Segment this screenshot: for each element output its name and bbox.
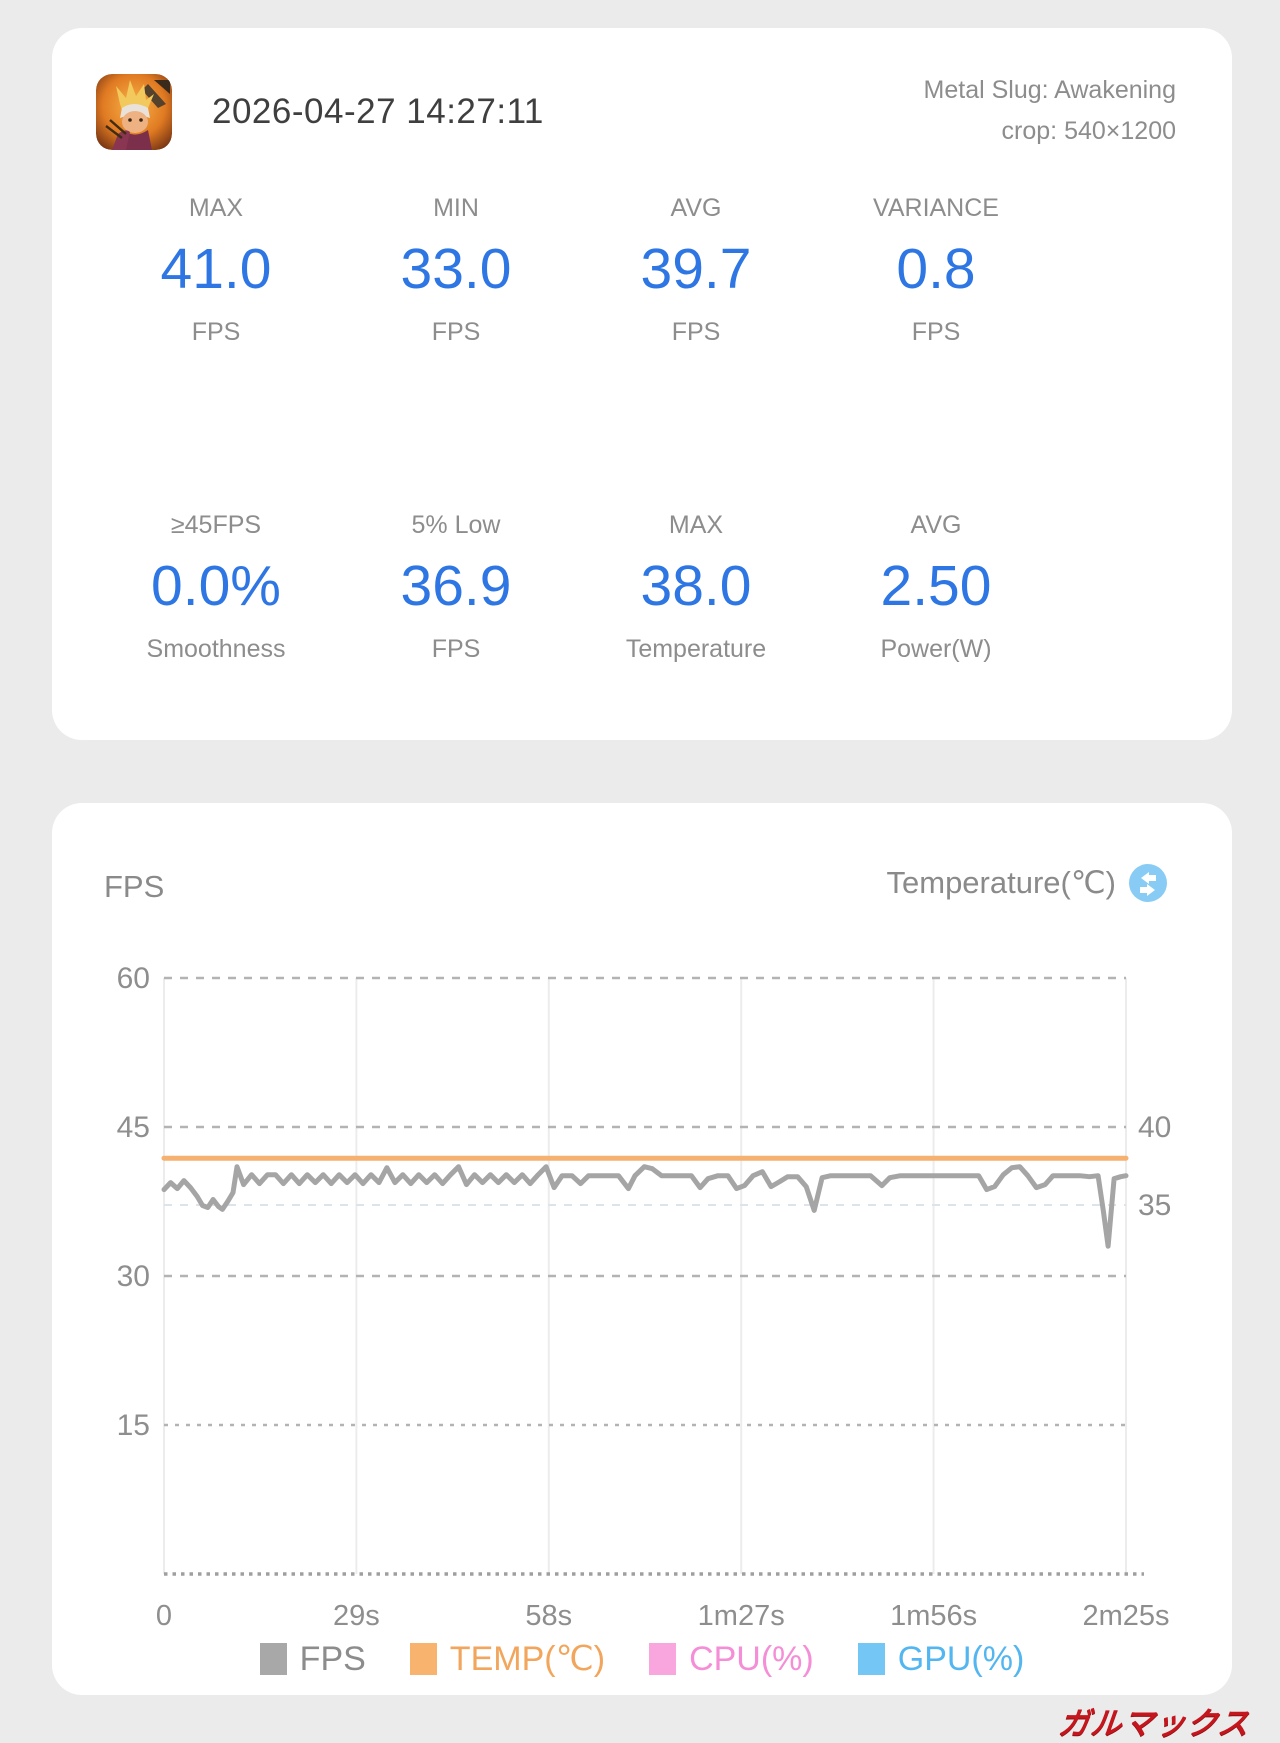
stat-max-temperature: MAX 38.0 Temperature <box>576 510 816 664</box>
svg-text:1m27s: 1m27s <box>698 1600 785 1632</box>
svg-text:15: 15 <box>117 1409 150 1442</box>
svg-text:0: 0 <box>156 1600 172 1632</box>
chart-left-axis-title: FPS <box>104 869 165 904</box>
stat-unit: FPS <box>191 318 241 346</box>
legend-swatch-gpu <box>857 1643 885 1675</box>
capture-datetime: 2026-04-27 14:27:11 <box>212 92 544 131</box>
stat-value: 38.0 <box>640 554 752 618</box>
stat-unit: Smoothness <box>146 635 286 663</box>
svg-text:60: 60 <box>117 962 150 995</box>
stat-unit: FPS <box>431 635 481 663</box>
stat-value: 39.7 <box>640 237 752 301</box>
stat-avg-fps: AVG 39.7 FPS <box>576 193 816 347</box>
stat-label: ≥45FPS <box>170 511 262 539</box>
chart-legend: FPS TEMP(℃) CPU(%) GPU(%) <box>52 1639 1232 1679</box>
app-icon-art <box>96 74 172 150</box>
svg-text:29s: 29s <box>333 1600 380 1632</box>
stat-label: AVG <box>670 194 722 222</box>
stat-variance-fps: VARIANCE 0.8 FPS <box>816 193 1056 347</box>
legend-item-gpu[interactable]: GPU(%) <box>857 1639 1025 1679</box>
stat-min-fps: MIN 33.0 FPS <box>336 193 576 347</box>
legend-label-gpu: GPU(%) <box>897 1639 1025 1678</box>
stat-label: MAX <box>668 511 724 539</box>
stat-unit: Temperature <box>625 635 767 663</box>
stat-label: VARIANCE <box>873 194 999 222</box>
chart-card: FPS Temperature(℃) 60 45 30 15 40 35 0 29s 58s 1m… <box>52 803 1232 1695</box>
svg-text:2m25s: 2m25s <box>1082 1600 1169 1632</box>
svg-text:58s: 58s <box>525 1600 572 1632</box>
swap-axis-button[interactable] <box>1128 863 1168 903</box>
chart-right-axis-title: Temperature(℃) <box>886 865 1117 900</box>
stat-unit: FPS <box>671 318 721 346</box>
stat-value: 33.0 <box>400 237 512 301</box>
stats-row-2: ≥45FPS 0.0% Smoothness 5% Low 36.9 FPS M… <box>96 510 1056 664</box>
stat-label: AVG <box>910 511 962 539</box>
stat-value: 2.50 <box>880 554 992 618</box>
legend-swatch-fps <box>259 1643 287 1675</box>
stats-row-1: MAX 41.0 FPS MIN 33.0 FPS AVG 39.7 FPS V… <box>96 193 1056 347</box>
legend-item-fps[interactable]: FPS <box>259 1639 366 1679</box>
stat-unit: FPS <box>431 318 481 346</box>
legend-swatch-cpu <box>649 1643 677 1675</box>
summary-card: 2026-04-27 14:27:11 Metal Slug: Awakenin… <box>52 28 1232 740</box>
stat-max-fps: MAX 41.0 FPS <box>96 193 336 347</box>
stat-value: 41.0 <box>160 237 272 301</box>
swap-axis-icon <box>1129 864 1167 902</box>
stat-smoothness: ≥45FPS 0.0% Smoothness <box>96 510 336 664</box>
summary-header: 2026-04-27 14:27:11 <box>96 74 1176 150</box>
legend-label-cpu: CPU(%) <box>689 1639 814 1678</box>
legend-swatch-temp <box>409 1643 437 1675</box>
crop-info: crop: 540×1200 <box>1001 117 1176 145</box>
stat-label: MIN <box>433 194 479 222</box>
stat-unit: FPS <box>911 318 961 346</box>
metal-slug-awakening-app-icon <box>96 74 172 150</box>
stat-value: 0.8 <box>896 237 976 301</box>
app-meta: Metal Slug: Awakening crop: 540×1200 <box>924 70 1176 152</box>
legend-label-fps: FPS <box>299 1639 366 1678</box>
stat-unit: Power(W) <box>880 635 992 663</box>
stat-avg-power: AVG 2.50 Power(W) <box>816 510 1056 664</box>
app-name: Metal Slug: Awakening <box>923 76 1176 104</box>
svg-text:35: 35 <box>1138 1189 1171 1222</box>
svg-text:45: 45 <box>117 1111 150 1144</box>
garumax-watermark: ガルマックス <box>1056 1706 1252 1741</box>
legend-label-temp: TEMP(℃) <box>449 1640 606 1678</box>
performance-chart: 60 45 30 15 40 35 0 29s 58s 1m27s 1m56s 2m25s <box>117 962 1172 1632</box>
stat-value: 36.9 <box>400 554 512 618</box>
stat-label: 5% Low <box>411 511 501 539</box>
svg-text:30: 30 <box>117 1260 150 1293</box>
stat-label: MAX <box>188 194 244 222</box>
legend-item-temp[interactable]: TEMP(℃) <box>409 1639 606 1679</box>
svg-text:40: 40 <box>1138 1111 1171 1144</box>
legend-item-cpu[interactable]: CPU(%) <box>649 1640 814 1679</box>
stat-5pct-low-fps: 5% Low 36.9 FPS <box>336 510 576 664</box>
stat-value: 0.0% <box>151 554 281 618</box>
svg-text:1m56s: 1m56s <box>890 1600 977 1632</box>
